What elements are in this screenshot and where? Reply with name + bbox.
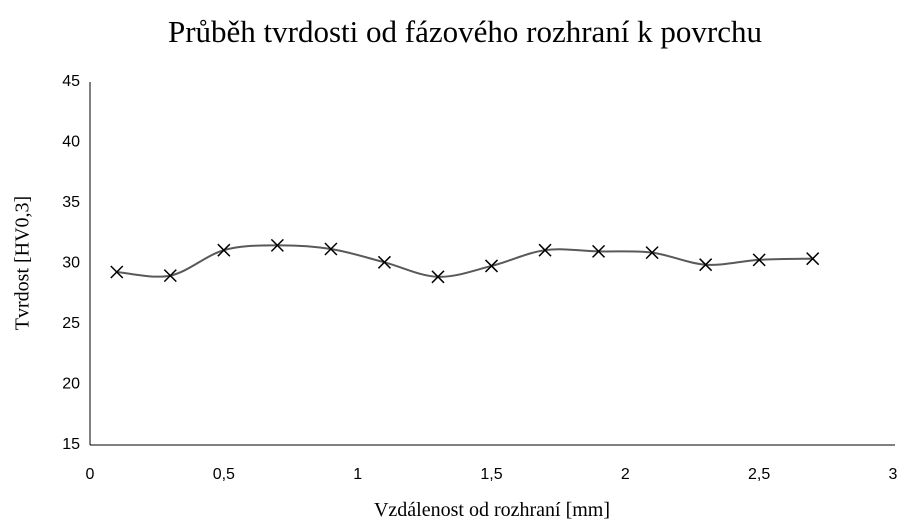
y-tick-label: 45 (62, 73, 80, 90)
y-axis-label: Tvrdost [HV0,3] (12, 196, 34, 330)
data-point (699, 258, 713, 272)
series-line (116, 244, 813, 278)
y-tick-label: 35 (62, 194, 80, 211)
data-point (217, 243, 231, 257)
data-point (592, 244, 606, 258)
data-point (163, 269, 177, 283)
data-point (538, 243, 552, 257)
x-tick-label: 1 (353, 466, 362, 483)
y-tick-label: 40 (62, 134, 80, 151)
data-point (110, 265, 124, 279)
data-point (324, 242, 338, 256)
chart-title: Průběh tvrdosti od fázového rozhraní k p… (168, 14, 762, 49)
data-point (431, 270, 445, 284)
x-axis-label: Vzdálenost od rozhraní [mm] (374, 499, 610, 521)
x-tick-label: 1,5 (480, 466, 502, 483)
y-tick-label: 20 (62, 376, 80, 393)
x-tick-label: 0,5 (213, 466, 235, 483)
data-point (270, 238, 284, 252)
y-tick-label: 25 (62, 315, 80, 332)
x-tick-label: 3 (889, 466, 898, 483)
data-point (806, 252, 820, 266)
y-tick-label: 30 (62, 255, 80, 272)
data-point (752, 253, 766, 267)
x-tick-label: 2,5 (748, 466, 770, 483)
data-point (377, 255, 391, 269)
x-tick-label: 2 (621, 466, 630, 483)
data-point (645, 246, 659, 260)
x-tick-label: 0 (86, 466, 95, 483)
y-tick-label: 15 (62, 436, 80, 453)
data-point (484, 259, 499, 273)
